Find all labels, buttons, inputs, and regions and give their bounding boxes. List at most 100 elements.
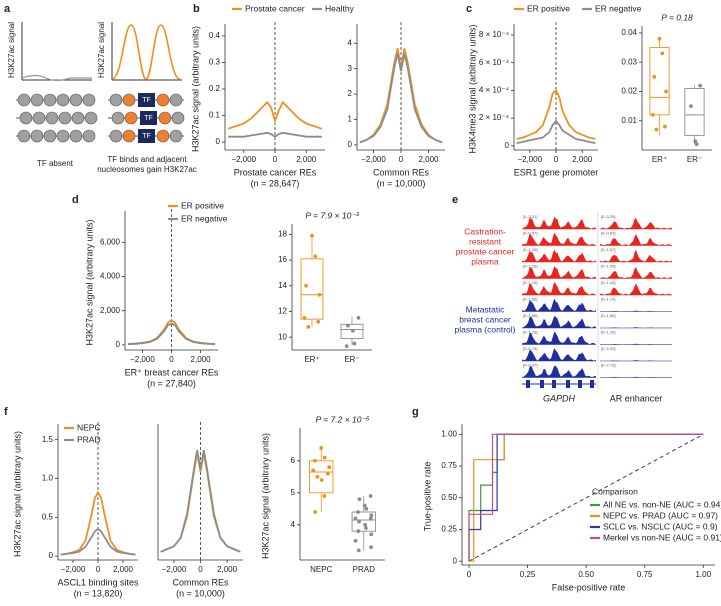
point bbox=[313, 254, 318, 259]
point bbox=[304, 283, 308, 288]
point bbox=[693, 139, 698, 144]
coverage-track bbox=[522, 315, 596, 328]
coverage-track bbox=[522, 365, 596, 378]
exon bbox=[526, 380, 530, 388]
nucleosome bbox=[82, 129, 96, 143]
y-tick-label: 18 bbox=[278, 230, 287, 239]
coverage-track bbox=[522, 331, 596, 345]
legend-label: SCLC vs. NSCLC (AUC = 0.9) bbox=[603, 521, 718, 531]
point bbox=[369, 545, 373, 550]
y-tick-label: 1 bbox=[348, 115, 353, 124]
point bbox=[664, 89, 668, 94]
x-axis-label: ESR1 gene promoter bbox=[514, 167, 599, 177]
y-tick-label: 0.2 bbox=[209, 84, 221, 93]
track-range: [0–1.05] bbox=[601, 264, 615, 269]
x-tick-label: −2,000 bbox=[162, 565, 187, 574]
legend-label: NEPC vs. PRAD (AUC = 0.97) bbox=[603, 510, 718, 520]
y-tick-label: 10 bbox=[278, 332, 287, 341]
line bbox=[60, 490, 136, 556]
tf-label: TF bbox=[142, 97, 151, 104]
exon bbox=[540, 380, 544, 388]
signal-curve bbox=[21, 74, 92, 82]
coverage-track bbox=[522, 216, 596, 229]
track-range: [0–0.73] bbox=[523, 346, 537, 351]
point bbox=[657, 36, 662, 41]
line bbox=[127, 322, 216, 346]
tf-box bbox=[140, 111, 157, 125]
track-range: [0–0.97] bbox=[523, 231, 537, 236]
track-range: [0–1.19] bbox=[523, 280, 537, 285]
nucleosome bbox=[171, 111, 185, 125]
panel-label: e bbox=[452, 194, 458, 206]
box bbox=[649, 47, 670, 116]
coverage-track bbox=[600, 310, 672, 312]
nucleosome bbox=[109, 129, 123, 143]
caption: TF binds and adjacent bbox=[107, 155, 187, 164]
y-tick-label: 1.00 bbox=[441, 429, 457, 438]
point bbox=[313, 458, 317, 463]
nucleosome bbox=[122, 129, 136, 143]
track-range: [0–1.76] bbox=[523, 330, 537, 335]
track-range: [0–3.31] bbox=[523, 214, 537, 219]
legend-label: PRAD bbox=[77, 434, 101, 444]
point bbox=[660, 51, 665, 56]
x-axis-label: (n = 10,000) bbox=[176, 588, 225, 598]
x-tick-label: 0.75 bbox=[637, 570, 653, 579]
point bbox=[316, 319, 321, 324]
y-tick-label: 2,000 bbox=[100, 306, 121, 315]
coverage-track bbox=[522, 348, 596, 361]
point bbox=[322, 455, 327, 460]
point bbox=[317, 292, 322, 297]
point bbox=[319, 446, 324, 450]
x-axis-label: (n = 28,647) bbox=[251, 178, 300, 188]
point bbox=[652, 74, 657, 79]
y-tick-label: 0.03 bbox=[621, 57, 637, 66]
track-range: [0–1.05] bbox=[523, 264, 537, 269]
coverage-track bbox=[600, 249, 672, 262]
x-axis-label: ASCL1 binding sites bbox=[57, 577, 139, 587]
x-axis-label: Common REs bbox=[373, 167, 430, 177]
point bbox=[363, 522, 368, 527]
point bbox=[369, 513, 374, 518]
point bbox=[689, 104, 693, 108]
nucleosome bbox=[17, 129, 31, 143]
panel-label: d bbox=[72, 194, 79, 206]
point bbox=[663, 124, 667, 129]
legend-label: Prostate cancer bbox=[245, 3, 305, 13]
legend-label: ER negative bbox=[595, 3, 642, 13]
line bbox=[516, 88, 596, 140]
track-range: [0–1.60] bbox=[601, 313, 615, 318]
coverage-track bbox=[600, 233, 672, 246]
track-range: [0–1.44] bbox=[601, 280, 615, 285]
y-tick-label: 4,000 bbox=[100, 272, 121, 281]
nucleosome bbox=[17, 93, 31, 107]
group-label: prostate cancer bbox=[456, 246, 515, 256]
x-axis-label: (n = 13,820) bbox=[74, 588, 123, 598]
y-tick-label: 1.0 bbox=[42, 474, 54, 483]
y-axis-label: True-positive rate bbox=[422, 462, 432, 532]
group-label: Castration- bbox=[464, 226, 506, 236]
y-tick-label: 0.75 bbox=[441, 461, 457, 470]
x-tick-label: NEPC bbox=[310, 565, 332, 574]
x-tick-label: −2,000 bbox=[61, 565, 86, 574]
y-tick-label: 0.4 bbox=[209, 31, 221, 40]
x-tick-label: PRAD bbox=[353, 565, 375, 574]
nucleosome bbox=[69, 129, 83, 143]
y-tick-label: 2 × 10⁻⁴ bbox=[479, 113, 510, 122]
y-tick-label: 4 × 10⁻⁴ bbox=[479, 85, 510, 94]
x-tick-label: 2,000 bbox=[191, 355, 212, 364]
y-axis-label: H3K4me3 signal (arbitrary units) bbox=[467, 24, 477, 153]
y-tick-label: 0 bbox=[216, 137, 221, 146]
y-axis-label: H3K27ac signal (arbitrary units) bbox=[84, 219, 94, 345]
y-tick-label: 6,000 bbox=[100, 237, 121, 246]
panel-label: a bbox=[4, 3, 11, 15]
coverage-track bbox=[522, 232, 596, 246]
y-tick-label: 12 bbox=[278, 307, 287, 316]
point bbox=[356, 510, 360, 514]
legend-label: Healthy bbox=[325, 3, 355, 13]
y-tick-label: 0.02 bbox=[621, 87, 637, 96]
roc-curve bbox=[468, 433, 704, 562]
y-axis-label: H3K27ac signal bbox=[7, 22, 16, 78]
panel-label: f bbox=[4, 406, 8, 418]
x-axis-label: ER⁺ breast cancer REs bbox=[125, 367, 219, 377]
